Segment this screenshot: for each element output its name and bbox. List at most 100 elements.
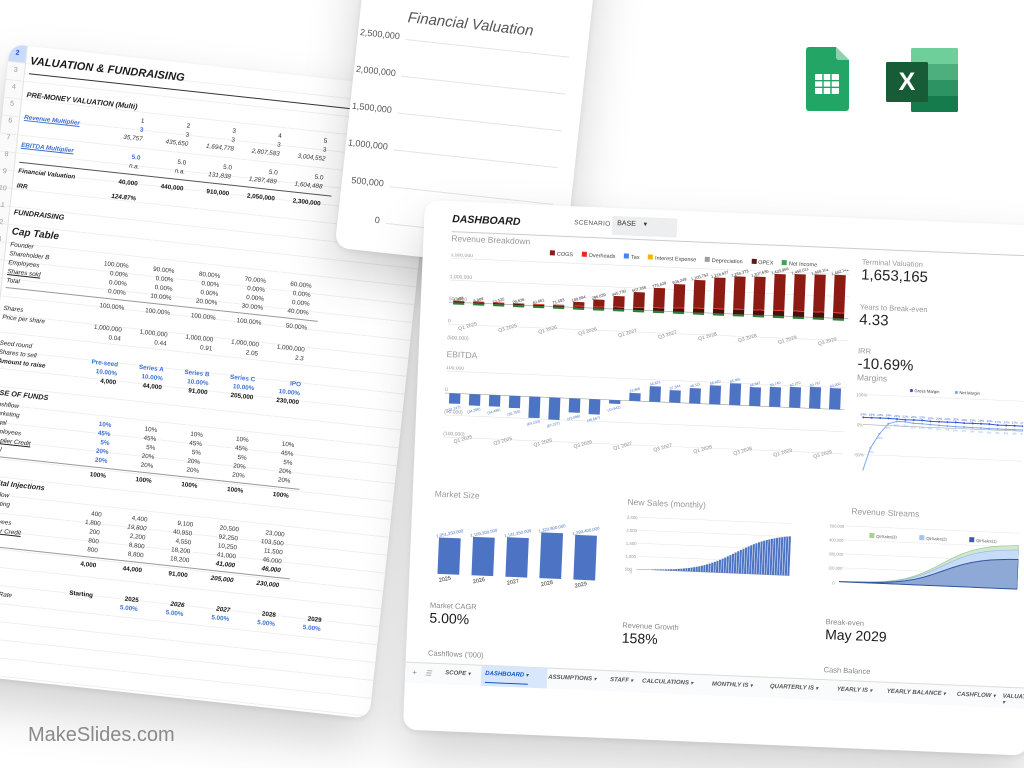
svg-text:936,249: 936,249 (672, 276, 688, 285)
svg-text:17%: 17% (1012, 421, 1018, 425)
svg-text:71,583: 71,583 (552, 297, 566, 305)
svg-text:22%: 22% (902, 415, 908, 419)
svg-text:7%: 7% (945, 428, 950, 432)
svg-text:5%: 5% (970, 430, 975, 434)
svg-text:0: 0 (445, 387, 448, 393)
svg-text:2,000: 2,000 (626, 528, 638, 533)
svg-text:19%: 19% (961, 418, 967, 422)
svg-text:Net Margin: Net Margin (959, 390, 980, 396)
svg-text:19%: 19% (970, 418, 976, 422)
svg-text:4%: 4% (995, 431, 1000, 435)
svg-text:QtrSales(3): QtrSales(3) (876, 534, 897, 540)
svg-text:2,500: 2,500 (627, 515, 639, 520)
svg-text:65,892: 65,892 (730, 377, 742, 384)
svg-text:1,000: 1,000 (625, 554, 637, 559)
svg-text:5%: 5% (978, 430, 983, 434)
svg-text:1,141,350,000: 1,141,350,000 (504, 528, 533, 539)
svg-text:2026: 2026 (472, 577, 485, 585)
svg-text:X: X (899, 68, 916, 96)
svg-text:56,920: 56,920 (709, 379, 721, 386)
svg-text:445,730: 445,730 (611, 288, 627, 297)
svg-text:1,290,400,000: 1,290,400,000 (572, 526, 601, 537)
svg-text:Gross Margin: Gross Margin (914, 388, 940, 394)
svg-text:0: 0 (630, 569, 633, 574)
svg-text:400,000: 400,000 (829, 537, 844, 543)
svg-text:19%: 19% (978, 419, 984, 423)
svg-text:2027: 2027 (506, 578, 519, 586)
svg-text:20%: 20% (928, 416, 934, 420)
svg-text:40,661: 40,661 (532, 297, 546, 305)
svg-text:0%: 0% (857, 422, 864, 427)
svg-text:500,000: 500,000 (830, 523, 845, 529)
svg-text:(36,750): (36,750) (507, 409, 521, 416)
svg-text:15%: 15% (894, 423, 900, 427)
svg-text:11%: 11% (919, 426, 925, 430)
svg-text:9%: 9% (928, 427, 933, 431)
svg-text:4%: 4% (1012, 432, 1017, 436)
svg-text:1,051,250,000: 1,051,250,000 (436, 528, 465, 539)
svg-text:4%: 4% (1004, 431, 1009, 435)
svg-text:24%: 24% (869, 413, 875, 417)
svg-text:0: 0 (448, 318, 451, 324)
svg-text:189,894: 189,894 (571, 294, 587, 303)
svg-text:20%: 20% (944, 417, 950, 421)
svg-text:1,468,102: 1,468,102 (811, 266, 830, 276)
svg-text:QtrSales(2): QtrSales(2) (926, 536, 947, 542)
svg-text:2028: 2028 (540, 580, 553, 588)
svg-text:100,000: 100,000 (446, 366, 465, 372)
svg-text:-77%: -77% (867, 450, 874, 454)
svg-text:2029: 2029 (574, 581, 587, 589)
svg-text:56,887: 56,887 (749, 381, 761, 388)
svg-text:1,500: 1,500 (626, 541, 638, 546)
svg-text:46,111: 46,111 (690, 382, 701, 389)
svg-text:(45,667): (45,667) (587, 416, 601, 423)
svg-text:22%: 22% (911, 415, 917, 419)
svg-text:1,109,300,000: 1,109,300,000 (470, 528, 499, 539)
svg-text:1,105,752: 1,105,752 (690, 272, 709, 282)
svg-text:(34,356): (34,356) (467, 407, 481, 414)
svg-text:4%: 4% (1020, 432, 1024, 436)
svg-text:(64,233): (64,233) (526, 419, 540, 426)
svg-text:46,831: 46,831 (649, 380, 661, 387)
svg-text:(67,227): (67,227) (546, 421, 560, 428)
svg-text:QtrSales(1): QtrSales(1) (976, 538, 997, 544)
svg-text:296,639: 296,639 (591, 292, 607, 301)
svg-text:-50%: -50% (854, 452, 864, 457)
svg-text:11%: 11% (910, 425, 916, 429)
svg-text:24%: 24% (877, 413, 883, 417)
svg-text:4%: 4% (987, 431, 992, 435)
svg-text:1,320,900,000: 1,320,900,000 (538, 523, 567, 534)
svg-text:1,286,373: 1,286,373 (731, 268, 750, 278)
svg-text:1,000,000: 1,000,000 (450, 274, 473, 281)
svg-text:6%: 6% (962, 429, 967, 433)
svg-text:17%: 17% (1020, 421, 1024, 425)
svg-text:300,000: 300,000 (828, 551, 843, 557)
svg-text:24%: 24% (886, 413, 892, 417)
svg-text:15%: 15% (902, 424, 908, 428)
svg-text:(34,486): (34,486) (487, 408, 501, 415)
svg-text:20%: 20% (953, 417, 959, 421)
svg-text:2025: 2025 (439, 576, 452, 584)
svg-text:62,270: 62,270 (789, 381, 801, 388)
svg-text:100%: 100% (856, 392, 867, 397)
svg-text:(10,942): (10,942) (607, 405, 621, 412)
svg-text:1,450,011: 1,450,011 (791, 266, 810, 276)
svg-text:6%: 6% (953, 429, 958, 433)
svg-text:0: 0 (832, 580, 835, 585)
svg-text:19%: 19% (986, 419, 992, 423)
svg-text:1,307,630: 1,307,630 (751, 268, 770, 278)
svg-text:37,344: 37,344 (669, 384, 681, 391)
svg-text:22%: 22% (919, 415, 925, 419)
svg-text:24%: 24% (860, 412, 866, 416)
svg-text:8%: 8% (936, 427, 941, 431)
svg-text:17%: 17% (1003, 420, 1009, 424)
svg-text:17%: 17% (995, 420, 1001, 424)
svg-text:607,356: 607,356 (631, 284, 647, 293)
svg-text:-29%: -29% (876, 436, 883, 440)
svg-text:20%: 20% (936, 417, 942, 421)
svg-text:23,866: 23,866 (629, 387, 641, 394)
svg-text:59,740: 59,740 (769, 381, 781, 388)
svg-text:1,218,637: 1,218,637 (710, 269, 729, 279)
svg-text:1,500,000: 1,500,000 (451, 253, 474, 259)
svg-text:1,423,966: 1,423,966 (771, 266, 790, 276)
